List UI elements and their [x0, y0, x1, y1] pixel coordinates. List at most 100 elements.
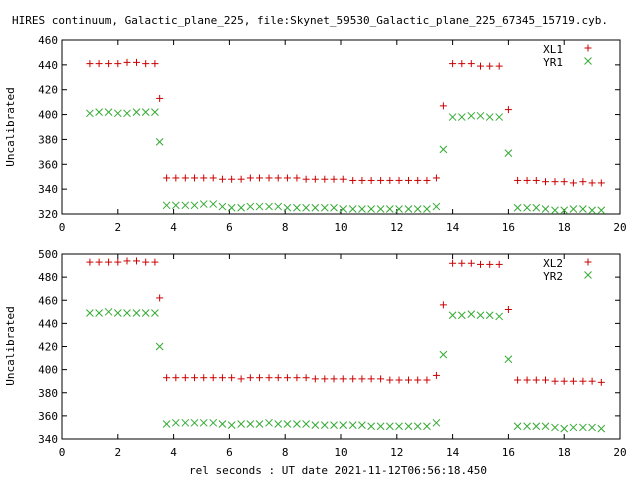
y-tick-label: 380 [38, 387, 58, 400]
plot-top-ticks: 0 2 4 6 8 10 12 14 16 18 20 320 340 360 380 400 420 440 46… [38, 34, 627, 234]
data-point-yr2 [569, 423, 578, 432]
data-point-yr2 [358, 421, 366, 429]
y-tick-label: 380 [38, 133, 58, 146]
data-point-yr2 [579, 423, 587, 432]
data-point-xl2 [237, 375, 245, 383]
data-point-yr2 [255, 420, 264, 428]
data-point-yr1 [358, 205, 366, 213]
data-point-xl2 [123, 257, 131, 265]
data-point-xl1 [339, 175, 347, 183]
data-point-xl1 [228, 175, 236, 183]
data-point-yr2 [132, 309, 141, 317]
chart-title: HIRES continuum, Galactic_plane_225, fil… [12, 14, 608, 27]
data-point-yr2 [86, 309, 94, 317]
data-point-xl2 [228, 374, 236, 382]
data-point-xl2 [560, 377, 568, 385]
data-point-xl2 [449, 259, 457, 267]
data-point-xl2 [423, 376, 431, 384]
data-point-xl2 [265, 374, 273, 382]
data-point-xl2 [542, 376, 550, 384]
plot-bottom-legend: XL2 YR2 [543, 257, 592, 283]
data-point-xl1 [542, 178, 550, 186]
data-point-xl2 [477, 260, 484, 268]
data-point-yr2 [423, 422, 431, 431]
data-point-yr2 [385, 422, 394, 431]
data-point-xl1 [395, 176, 403, 184]
data-point-xl2 [458, 259, 466, 267]
legend-marker-yr2 [584, 271, 592, 279]
data-point-xl2 [321, 375, 329, 383]
data-point-xl1 [439, 102, 447, 110]
legend-label-yr1: YR1 [543, 56, 563, 69]
plot-bottom: Uncalibrated 0 2 4 6 8 10 12 14 16 18 20 340 360 380 4… [4, 248, 627, 459]
data-point-yr2 [113, 309, 122, 317]
data-point-xl2 [200, 374, 208, 382]
data-point-xl2 [218, 374, 226, 382]
data-point-xl1 [95, 60, 103, 68]
data-point-yr1 [560, 206, 569, 215]
data-point-xl1 [86, 60, 94, 68]
data-point-yr2 [395, 422, 403, 431]
data-point-yr1 [246, 202, 255, 211]
x-tick-label: 14 [446, 446, 460, 459]
data-point-yr2 [151, 309, 159, 317]
x-tick-label: 10 [334, 221, 347, 234]
data-point-xl1 [551, 178, 559, 186]
data-point-xl1 [123, 58, 131, 66]
data-point-yr1 [448, 113, 457, 121]
data-point-xl2 [588, 377, 596, 385]
data-point-xl1 [358, 176, 366, 184]
legend-marker-xl1 [584, 44, 592, 52]
y-tick-label: 500 [38, 248, 58, 261]
data-point-xl2 [181, 374, 189, 382]
data-point-xl2 [349, 375, 357, 383]
x-tick-label: 18 [558, 221, 571, 234]
data-point-yr2 [95, 309, 103, 317]
data-point-xl2 [302, 374, 310, 382]
data-point-yr1 [218, 202, 227, 211]
data-point-xl2 [551, 377, 559, 385]
x-tick-label: 6 [226, 221, 233, 234]
data-point-yr2 [467, 310, 476, 318]
data-point-xl2 [495, 260, 503, 268]
x-tick-label: 6 [226, 446, 233, 459]
data-point-yr1 [367, 205, 375, 213]
data-point-xl2 [467, 259, 475, 267]
data-point-xl1 [449, 60, 457, 68]
data-point-xl2 [523, 376, 531, 384]
data-point-yr1 [209, 200, 218, 208]
data-point-xl1 [132, 58, 140, 66]
y-tick-label: 440 [38, 59, 58, 72]
data-point-yr2 [330, 421, 338, 429]
data-point-yr1 [132, 108, 141, 116]
data-point-xl2 [339, 375, 347, 383]
y-tick-label: 360 [38, 158, 58, 171]
data-point-xl2 [246, 374, 254, 382]
data-point-xl1 [172, 174, 180, 182]
data-point-yr1 [395, 205, 403, 213]
plot-top-ylabel: Uncalibrated [4, 87, 17, 166]
x-tick-label: 16 [502, 446, 515, 459]
data-point-yr1 [457, 113, 466, 121]
data-point-xl1 [293, 174, 301, 182]
data-point-xl1 [105, 60, 113, 68]
data-point-yr1 [104, 108, 113, 116]
y-tick-label: 400 [38, 109, 58, 122]
data-point-xl1 [377, 176, 385, 184]
data-point-yr2 [560, 424, 569, 433]
data-point-xl2 [274, 374, 282, 382]
data-point-xl1 [467, 60, 475, 68]
data-point-yr1 [181, 201, 190, 210]
x-tick-label: 2 [114, 221, 121, 234]
data-point-xl1 [330, 175, 338, 183]
data-point-yr2 [283, 420, 292, 428]
data-point-yr2 [367, 422, 375, 431]
data-point-yr2 [541, 422, 550, 431]
data-point-xl1 [514, 176, 522, 184]
data-point-yr1 [597, 206, 606, 215]
data-point-xl2 [283, 374, 291, 382]
data-point-yr1 [413, 205, 422, 213]
legend-label-yr2: YR2 [543, 270, 563, 283]
x-tick-label: 20 [613, 446, 626, 459]
